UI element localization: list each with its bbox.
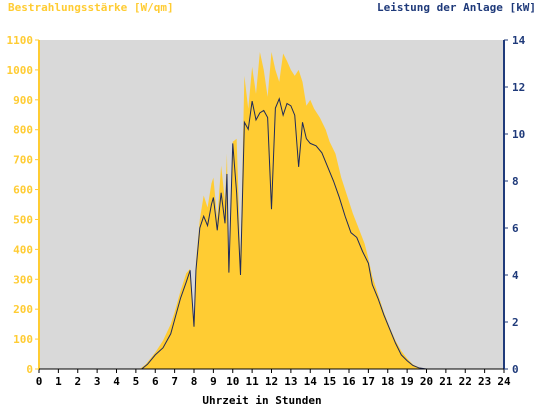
left-tick-label: 100 bbox=[13, 333, 33, 346]
x-tick-label: 1 bbox=[55, 375, 62, 388]
x-tick-label: 24 bbox=[497, 375, 511, 388]
x-tick-label: 20 bbox=[420, 375, 433, 388]
right-tick-label: 2 bbox=[512, 316, 519, 329]
right-tick-label: 6 bbox=[512, 222, 519, 235]
right-tick-label: 10 bbox=[512, 128, 525, 141]
left-tick-label: 600 bbox=[13, 184, 33, 197]
right-axis-title: Leistung der Anlage [kW] bbox=[377, 1, 536, 14]
x-tick-label: 21 bbox=[439, 375, 453, 388]
right-tick-label: 0 bbox=[512, 363, 519, 376]
x-tick-label: 4 bbox=[113, 375, 120, 388]
x-tick-label: 17 bbox=[362, 375, 375, 388]
left-tick-label: 400 bbox=[13, 243, 33, 256]
x-tick-label: 7 bbox=[171, 375, 178, 388]
x-tick-label: 15 bbox=[323, 375, 336, 388]
x-tick-label: 5 bbox=[133, 375, 140, 388]
power-line bbox=[39, 97, 504, 370]
right-tick-label: 14 bbox=[512, 34, 526, 47]
x-tick-label: 6 bbox=[152, 375, 159, 388]
left-tick-label: 1000 bbox=[7, 64, 34, 77]
left-tick-label: 800 bbox=[13, 124, 33, 137]
series-layer bbox=[39, 51, 504, 370]
right-tick-label: 12 bbox=[512, 81, 525, 94]
left-tick-label: 700 bbox=[13, 154, 33, 167]
x-tick-label: 23 bbox=[478, 375, 491, 388]
irradiance-area bbox=[39, 51, 504, 370]
x-tick-label: 2 bbox=[74, 375, 81, 388]
x-tick-label: 16 bbox=[342, 375, 356, 388]
x-tick-label: 19 bbox=[401, 375, 414, 388]
right-tick-label: 4 bbox=[512, 269, 519, 282]
left-tick-label: 200 bbox=[13, 303, 33, 316]
left-axis-title: Bestrahlungsstärke [W/qm] bbox=[8, 1, 174, 14]
x-tick-label: 11 bbox=[246, 375, 260, 388]
left-tick-label: 1100 bbox=[7, 34, 34, 47]
x-tick-label: 12 bbox=[265, 375, 278, 388]
x-tick-label: 22 bbox=[459, 375, 472, 388]
left-tick-label: 300 bbox=[13, 273, 33, 286]
x-tick-label: 18 bbox=[381, 375, 394, 388]
x-tick-label: 8 bbox=[191, 375, 198, 388]
right-tick-label: 8 bbox=[512, 175, 519, 188]
left-tick-label: 900 bbox=[13, 94, 33, 107]
axes-layer: 0 1 2 3 4 5 6 7 8 9 10 11 12 13 14 15 16 17 18 19 20 21 22 23 24… bbox=[7, 34, 526, 388]
x-tick-label: 10 bbox=[226, 375, 239, 388]
x-axis-label: Uhrzeit in Stunden bbox=[202, 394, 321, 407]
x-tick-label: 13 bbox=[284, 375, 297, 388]
x-tick-label: 9 bbox=[210, 375, 217, 388]
x-tick-label: 14 bbox=[304, 375, 318, 388]
x-tick-label: 3 bbox=[94, 375, 101, 388]
x-tick-label: 0 bbox=[36, 375, 43, 388]
left-tick-label: 0 bbox=[26, 363, 33, 376]
left-tick-label: 500 bbox=[13, 213, 33, 226]
